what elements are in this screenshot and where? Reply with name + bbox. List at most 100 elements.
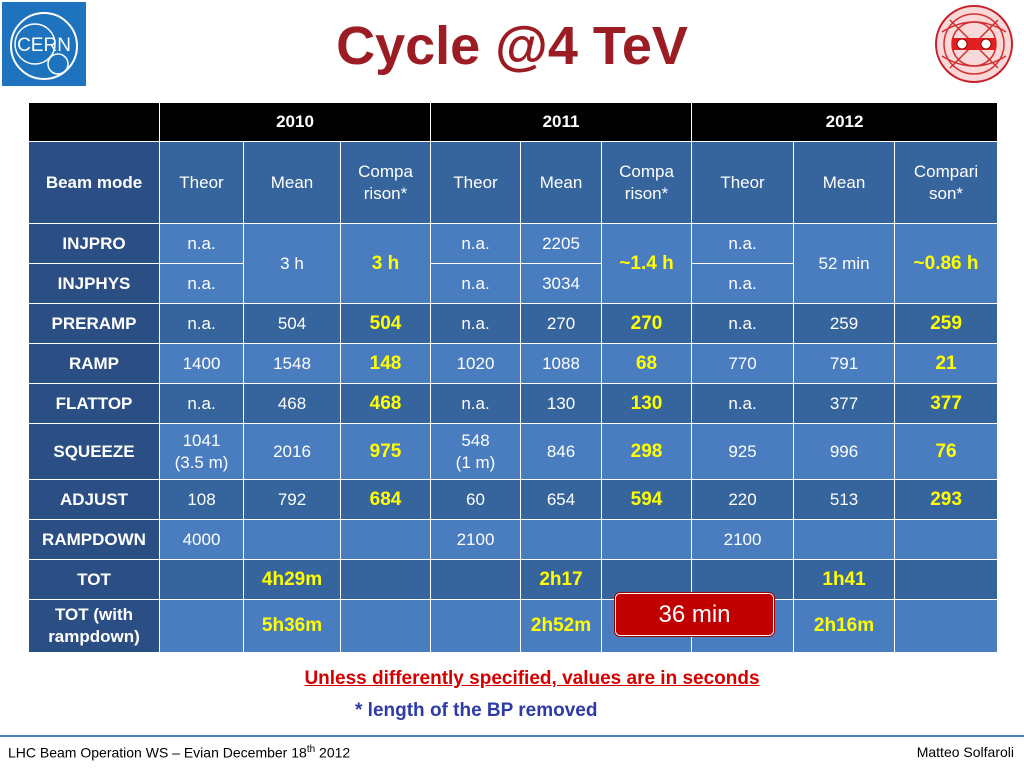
comparison-2011: 130 [601, 383, 693, 424]
theor-2010: n.a. [159, 303, 244, 344]
svg-text:CERN: CERN [17, 35, 71, 56]
mean-2011: 846 [520, 423, 603, 480]
theor-header-2012: Theor [691, 141, 795, 224]
mean-2010: 468 [243, 383, 341, 424]
table-row-tot-with-rampdown: TOT (with rampdown) 5h36m 2h52m 2h16m [28, 599, 999, 653]
theor-beta-note: (3.5 m) [174, 452, 229, 472]
mean-2011: 3034 [520, 263, 603, 304]
table-row-ramp: RAMP 1400 1548 148 1020 1088 68 770 791 … [28, 343, 999, 384]
theor-2011: 60 [430, 479, 522, 520]
comparison-2012: 293 [894, 479, 999, 520]
comparison-header-2010: Compa rison* [339, 141, 432, 224]
mean-2012: 259 [793, 303, 896, 344]
mean-2011: 654 [520, 479, 603, 520]
row-label: PRERAMP [28, 303, 160, 344]
comparison-2010: 3 h [339, 223, 432, 304]
collision-event-logo [930, 2, 1018, 86]
table-row-injphys: INJPHYS n.a. n.a. 3034 n.a. [28, 263, 998, 304]
mean-2010: 792 [243, 479, 341, 520]
theor-header-2010: Theor [159, 141, 244, 224]
mean-2012: 791 [793, 343, 896, 384]
comparison-2012 [894, 599, 999, 653]
theor-2012: n.a. [691, 263, 795, 304]
comparison-2012: ~0.86 h [894, 223, 999, 304]
mean-2012: 1h41 [793, 559, 896, 600]
table-row-squeeze: SQUEEZE 1041 (3.5 m) 2016 975 548 (1 m) 84… [28, 423, 999, 480]
table-row-rampdown: RAMPDOWN 4000 2100 2100 [28, 519, 999, 560]
footer-ordinal: th [306, 744, 316, 755]
comparison-header-2011: Compa rison* [601, 141, 693, 224]
comparison-2010 [339, 599, 432, 653]
comparison-2012 [894, 519, 999, 560]
mean-2012: 377 [793, 383, 896, 424]
mean-2011: 1088 [520, 343, 603, 384]
mean-2011: 270 [520, 303, 603, 344]
theor-2012: 2100 [691, 519, 795, 560]
theor-2011 [430, 559, 522, 600]
theor-2011: 548 (1 m) [430, 423, 522, 480]
mean-2010: 1548 [243, 343, 341, 384]
theor-2010: n.a. [159, 383, 244, 424]
mean-header-2010: Mean [243, 141, 341, 224]
mean-2010: 504 [243, 303, 341, 344]
mean-2012: 513 [793, 479, 896, 520]
theor-header-2011: Theor [430, 141, 522, 224]
table-row-preramp: PRERAMP n.a. 504 504 n.a. 270 270 n.a. 2… [28, 303, 999, 344]
theor-2011: n.a. [430, 303, 522, 344]
theor-2011 [430, 599, 522, 653]
row-label: ADJUST [28, 479, 160, 520]
comparison-2011: 68 [601, 343, 693, 384]
row-label: FLATTOP [28, 383, 160, 424]
year-header-blank [28, 102, 160, 142]
row-label: RAMP [28, 343, 160, 384]
theor-beta-note: (1 m) [455, 452, 496, 472]
theor-2010 [159, 559, 244, 600]
theor-2010: 4000 [159, 519, 244, 560]
mean-2012 [793, 519, 896, 560]
row-label: TOT [28, 559, 160, 600]
mean-2010: 2016 [243, 423, 341, 480]
mean-2011: 2h52m [520, 599, 603, 653]
comparison-2012: 377 [894, 383, 999, 424]
footer-event: LHC Beam Operation WS – Evian December 1… [8, 744, 350, 761]
row-label: INJPRO [28, 223, 160, 264]
comparison-2012: 21 [894, 343, 999, 384]
beam-mode-header: Beam mode [28, 141, 160, 224]
row-label: TOT (with rampdown) [28, 599, 160, 653]
row-label: INJPHYS [28, 263, 160, 304]
theor-2010: n.a. [159, 223, 244, 264]
comparison-2012: 259 [894, 303, 999, 344]
comparison-2011: 594 [601, 479, 693, 520]
theor-2012: 925 [691, 423, 795, 480]
comparison-2011: ~1.4 h [601, 223, 693, 304]
theor-2010: 1041 (3.5 m) [159, 423, 244, 480]
year-2010: 2010 [158, 102, 432, 142]
comparison-2011: 270 [601, 303, 693, 344]
comparison-2010: 684 [339, 479, 432, 520]
comparison-2012: 76 [894, 423, 999, 480]
cern-logo-icon: CERN [10, 12, 78, 80]
theor-2010: 1400 [159, 343, 244, 384]
table-row-injpro: INJPRO n.a. 3 h 3 h n.a. 2205 ~1.4 h n.a… [28, 223, 999, 304]
theor-value: 548 [461, 430, 490, 450]
theor-2011: 2100 [430, 519, 522, 560]
mean-2011 [520, 519, 603, 560]
theor-2011: n.a. [430, 383, 522, 424]
mean-header-2011: Mean [520, 141, 603, 224]
mean-2010: 4h29m [243, 559, 341, 600]
cern-logo: CERN [2, 2, 86, 86]
mean-header-2012: Mean [793, 141, 896, 224]
theor-2010 [159, 599, 244, 653]
theor-2010: 108 [159, 479, 244, 520]
theor-value: 1041 [182, 430, 221, 450]
mean-2012: 52 min [793, 223, 896, 304]
table-row-tot: TOT 4h29m 2h17 1h41 [28, 559, 999, 600]
footer-divider [0, 735, 1024, 737]
time-saving-badge: 36 min [615, 593, 774, 636]
comparison-2010: 975 [339, 423, 432, 480]
comparison-2012 [894, 559, 999, 600]
cycle-table: 2010 2011 2012 Beam mode Theor Mean Comp… [28, 102, 999, 653]
theor-2011: n.a. [430, 263, 522, 304]
year-2012: 2012 [691, 102, 999, 142]
mean-2011: 130 [520, 383, 603, 424]
